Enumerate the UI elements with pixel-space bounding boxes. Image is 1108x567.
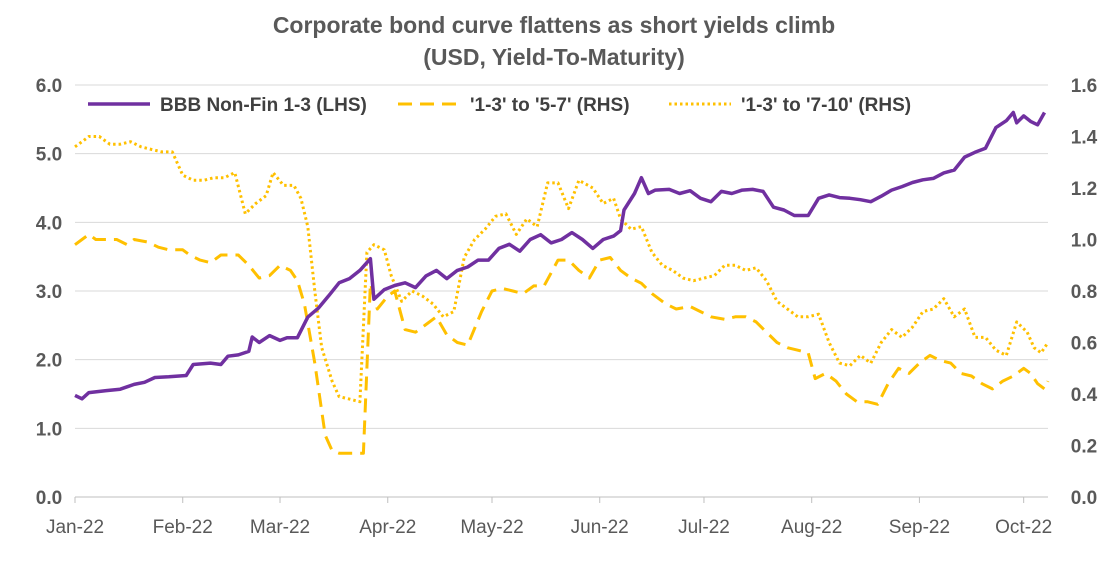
y-left-tick-label: 5.0 bbox=[36, 145, 62, 166]
legend: BBB Non-Fin 1-3 (LHS) '1-3' to '5-7' (RHS… bbox=[88, 95, 911, 116]
x-axis: Jan-22 Feb-22 Mar-22 Apr-22 May-22 Jun-22 Jul-… bbox=[46, 496, 1052, 538]
y-right-tick-label: 1.4 bbox=[1071, 128, 1098, 149]
y-right-tick-label: 1.2 bbox=[1071, 179, 1097, 200]
series-group bbox=[74, 110, 1050, 455]
chart-title: Corporate bond curve flattens as short y… bbox=[272, 12, 836, 38]
y-right-tick-label: 1.6 bbox=[1071, 76, 1097, 97]
x-tick-label: May-22 bbox=[460, 517, 523, 538]
y-axis-right: 0.0 0.2 0.4 0.6 0.8 1.0 1.2 1.4 1.6 bbox=[1071, 76, 1098, 509]
x-tick-label: Jul-22 bbox=[678, 517, 730, 538]
x-tick-label: Jan-22 bbox=[46, 517, 104, 538]
x-tick-label: Mar-22 bbox=[250, 517, 310, 538]
series-line-2 bbox=[74, 135, 1050, 404]
legend-label-1: '1-3' to '5-7' (RHS) bbox=[470, 95, 630, 116]
legend-label-0: BBB Non-Fin 1-3 (LHS) bbox=[160, 95, 367, 116]
x-tick-label: Oct-22 bbox=[995, 517, 1052, 538]
chart-subtitle: (USD, Yield-To-Maturity) bbox=[423, 44, 685, 70]
series-line-0 bbox=[74, 110, 1047, 401]
y-left-tick-label: 6.0 bbox=[36, 76, 62, 97]
y-axis-left: 0.0 1.0 2.0 3.0 4.0 5.0 6.0 bbox=[36, 76, 62, 509]
y-left-tick-label: 3.0 bbox=[36, 282, 62, 303]
x-tick-label: Jun-22 bbox=[571, 517, 629, 538]
x-tick-label: Aug-22 bbox=[781, 517, 842, 538]
y-left-tick-label: 4.0 bbox=[36, 213, 62, 234]
x-tick-label: Sep-22 bbox=[889, 517, 950, 538]
y-right-tick-label: 0.8 bbox=[1071, 282, 1097, 303]
y-right-tick-label: 0.0 bbox=[1071, 488, 1097, 509]
y-left-tick-label: 1.0 bbox=[36, 419, 62, 440]
series-line-1 bbox=[74, 232, 1050, 455]
y-right-tick-label: 0.6 bbox=[1071, 334, 1097, 355]
y-right-tick-label: 1.0 bbox=[1071, 231, 1097, 252]
legend-label-2: '1-3' to '7-10' (RHS) bbox=[741, 95, 911, 116]
y-right-tick-label: 0.4 bbox=[1071, 385, 1098, 406]
y-right-tick-label: 0.2 bbox=[1071, 437, 1097, 458]
x-tick-label: Feb-22 bbox=[153, 517, 213, 538]
y-left-tick-label: 0.0 bbox=[36, 488, 62, 509]
y-left-tick-label: 2.0 bbox=[36, 351, 62, 372]
x-tick-label: Apr-22 bbox=[359, 517, 416, 538]
gridlines bbox=[75, 84, 1048, 429]
